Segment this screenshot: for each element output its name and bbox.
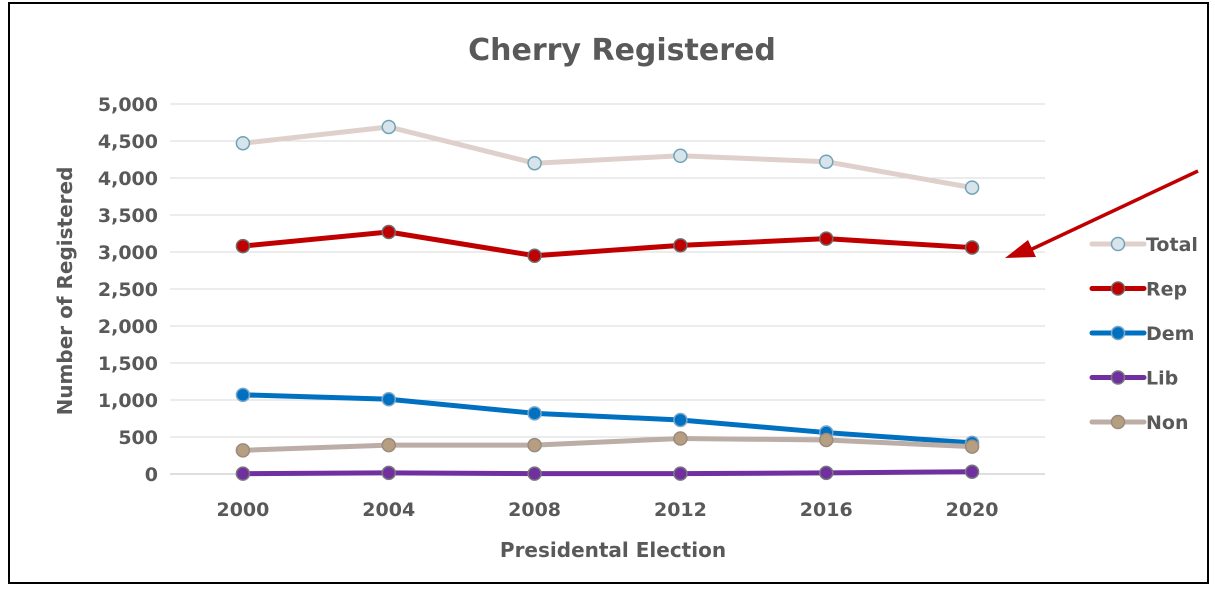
y-tick-label: 4,000 [98,168,158,190]
legend-label-total: Total [1146,234,1198,256]
x-axis-label: Presidental Election [500,538,726,562]
data-point-total [819,154,834,169]
x-tick-labels: 2000 2004 2008 2012 2016 2020 [216,499,998,521]
series-line-lib [240,469,975,477]
y-tick-label: 3,000 [98,242,158,264]
data-point-lib [964,464,980,480]
data-point-total [673,148,688,164]
data-point-lib [673,466,688,481]
legend-marker-total [1110,236,1126,252]
data-point-lib [819,465,834,481]
y-tick-labels: 0 500 1,000 1,500 2,000 2,500 3,000 3,500 4,000 4… [98,94,158,486]
data-point-total [964,180,980,195]
legend-marker-lib [1110,370,1126,385]
y-tick-label: 1,000 [98,390,158,412]
data-point-dem [381,392,396,407]
x-tick-label: 2000 [216,499,269,521]
series-line-total [240,124,975,191]
data-point-rep [381,224,396,240]
series-line-dem [240,392,975,446]
y-tick-label: 500 [118,427,158,449]
series-line-rep [240,229,975,259]
arrow-shaft [1029,169,1199,252]
x-tick-label: 2012 [654,499,707,521]
legend-label-dem: Dem [1146,323,1194,345]
gridlines [170,103,1045,475]
data-point-non [673,431,688,446]
chart-title: Cherry Registered [468,33,776,68]
data-point-rep [964,240,980,255]
data-point-non [964,439,980,454]
y-tick-label: 5,000 [98,94,158,116]
legend-label-rep: Rep [1146,279,1187,301]
data-point-total [235,135,251,151]
legend-marker-dem [1110,325,1126,341]
data-point-total [527,155,542,171]
legend: Total Rep Dem Lib Non [1089,234,1198,434]
x-tick-label: 2004 [362,499,415,521]
data-point-lib [527,466,542,481]
y-tick-label: 2,000 [98,316,158,338]
y-axis-label: Number of Registered [53,167,77,416]
data-point-non [235,443,251,458]
data-point-rep [819,231,834,246]
y-tick-label: 2,500 [98,279,158,301]
data-point-rep [235,238,251,254]
y-tick-label: 3,500 [98,205,158,227]
legend-label-non: Non [1146,412,1188,434]
x-tick-label: 2008 [508,499,561,521]
data-point-non [381,437,396,453]
y-tick-label: 0 [145,464,158,486]
data-point-non [819,432,834,448]
line-chart: Cherry Registered 0 500 1,000 1,500 2,000 2,5… [53,33,1199,562]
x-tick-label: 2016 [800,499,853,521]
data-point-non [527,437,542,453]
arrow-head [1005,240,1036,258]
y-tick-label: 1,500 [98,353,158,375]
series-group [235,119,980,481]
y-tick-label: 4,500 [98,131,158,153]
data-point-rep [673,238,688,253]
data-point-dem [235,387,251,403]
data-point-total [381,119,396,135]
data-point-lib [381,465,396,481]
x-tick-label: 2020 [946,499,999,521]
data-point-lib [235,466,251,481]
chart-frame: Cherry Registered 0 500 1,000 1,500 2,000 2,5… [8,2,1209,584]
legend-marker-non [1110,414,1126,430]
data-point-rep [527,248,542,263]
annotation-arrow [1005,169,1199,258]
data-point-dem [527,406,542,421]
legend-marker-rep [1110,281,1126,296]
series-line-non [240,435,975,453]
data-point-dem [673,412,688,428]
legend-label-lib: Lib [1146,368,1178,390]
